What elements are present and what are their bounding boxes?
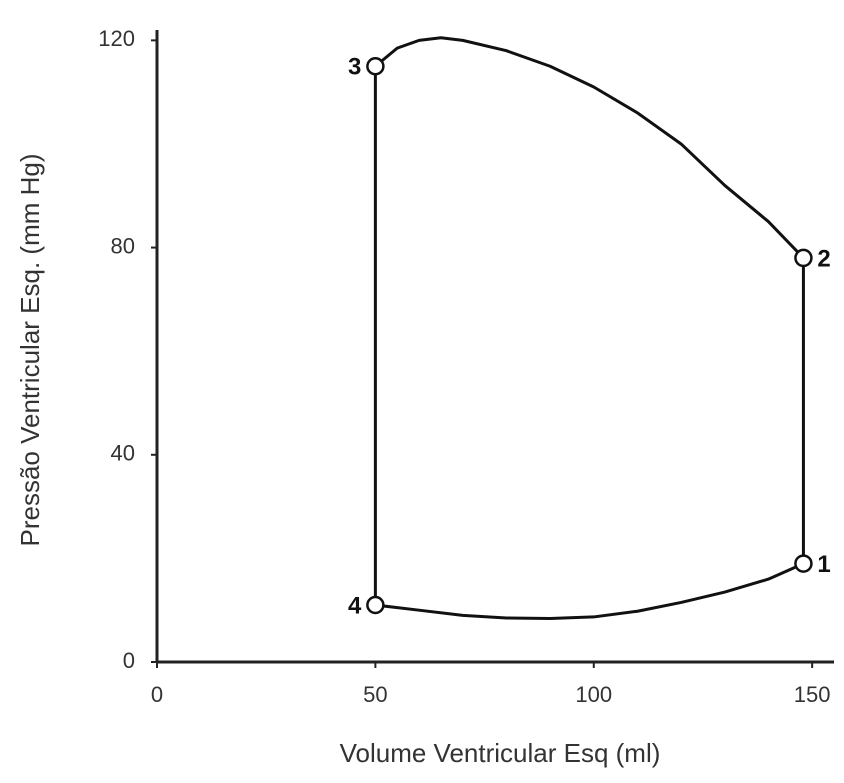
y-axis-label: Pressão Ventricular Esq. (mm Hg) [15, 153, 45, 546]
point-marker [794, 554, 813, 573]
point-label: 1 [817, 551, 830, 578]
x-tick-label: 150 [794, 682, 831, 707]
x-tick-label: 0 [151, 682, 163, 707]
point-label: 4 [348, 592, 362, 619]
point-marker [366, 595, 385, 615]
x-axis-label: Volume Ventricular Esq (ml) [340, 738, 661, 768]
point-label: 2 [817, 245, 830, 272]
y-tick-label: 0 [123, 648, 135, 673]
x-tick-label: 100 [575, 682, 612, 707]
pv-loop [373, 36, 805, 620]
x-tick-label: 50 [363, 682, 387, 707]
y-tick-label: 120 [98, 26, 135, 51]
y-tick-label: 40 [111, 441, 135, 466]
y-tick-label: 80 [111, 233, 135, 258]
point-marker [366, 57, 385, 76]
point-marker [794, 248, 813, 268]
point-label: 3 [348, 54, 361, 81]
